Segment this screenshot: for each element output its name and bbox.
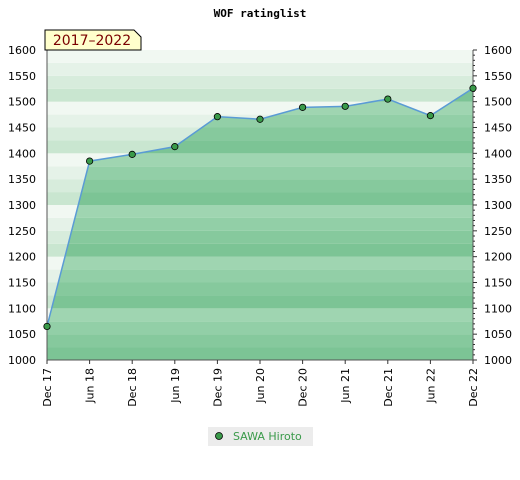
y-axis-left: 1000 1050 1100 1150 1200 1250 1300 1350 1400 1450… [8,44,473,367]
data-point[interactable] [426,112,434,120]
area-band [47,282,473,296]
data-point[interactable] [341,102,349,110]
y-tick-label-right: 1550 [484,70,512,83]
area-band [47,334,473,348]
area-band [47,217,473,231]
y-tick-label-right: 1100 [484,302,512,315]
x-axis: Dec 17 Jun 18 Dec 18 Jun 19 Dec 19 Jun 20 Dec … [41,360,480,407]
x-tick-label: Jun 20 [254,368,267,404]
data-point[interactable] [43,322,51,331]
data-point[interactable] [128,150,136,158]
period-badge-label: 2017–2022 [53,33,131,49]
y-tick-label-left: 1100 [8,302,36,315]
y-tick-label-right: 1250 [484,225,512,238]
legend-label: SAWA Hiroto [233,430,302,443]
x-tick-label: Dec 19 [211,368,224,407]
y-tick-label-right: 1300 [484,199,512,212]
area-band [47,166,473,180]
data-point[interactable] [469,84,477,92]
area-band [47,230,473,244]
x-tick-label: Jun 18 [84,368,97,404]
area-band [47,269,473,283]
series-markers [43,84,477,331]
area-band [47,256,473,270]
area-band [47,192,473,205]
area-band [47,295,473,309]
background-band [47,88,473,102]
background-band [47,62,473,76]
y-tick-label-right: 1350 [484,173,512,186]
y-tick-label-right: 1450 [484,122,512,135]
y-tick-label-right: 1200 [484,251,512,264]
x-tick-label: Dec 18 [126,368,139,407]
y-tick-label-left: 1550 [8,70,36,83]
data-point[interactable] [213,113,221,121]
data-point[interactable] [384,95,392,103]
area-band [47,153,473,167]
y-tick-label-left: 1300 [8,199,36,212]
x-tick-label: Dec 21 [382,368,395,407]
area-band [47,179,473,193]
area-band [47,347,473,360]
data-point[interactable] [171,143,179,151]
y-tick-label-right: 1500 [484,96,512,109]
y-tick-label-right: 1150 [484,277,512,290]
y-tick-label-right: 1400 [484,147,512,160]
x-tick-label: Dec 20 [297,368,310,407]
data-point[interactable] [298,103,307,111]
x-tick-label: Jun 22 [424,368,437,404]
y-tick-label-left: 1200 [8,251,36,264]
y-tick-label-left: 1500 [8,96,36,109]
y-tick-label-left: 1150 [8,277,36,290]
background-band [47,50,473,63]
y-tick-label-left: 1050 [8,328,36,341]
x-tick-label: Dec 22 [467,368,480,407]
y-tick-label-right: 1000 [484,354,512,367]
y-tick-label-left: 1000 [8,354,36,367]
y-axis-right: 1000 1050 1100 1150 1200 1250 1300 1350 1400 1450… [472,44,512,367]
background-band [47,75,473,89]
area-band [47,205,473,218]
y-tick-label-left: 1600 [8,44,36,57]
y-tick-label-left: 1250 [8,225,36,238]
y-tick-label-right: 1600 [484,44,512,57]
y-tick-label-left: 1400 [8,147,36,160]
legend[interactable]: SAWA Hiroto [208,427,313,446]
period-badge: 2017–2022 [44,29,142,51]
x-tick-label: Dec 17 [41,368,54,407]
y-tick-label-left: 1450 [8,122,36,135]
data-point[interactable] [86,157,94,165]
x-tick-label: Jun 19 [169,368,182,404]
area-band [47,243,473,257]
area-band [47,308,473,322]
y-tick-label-left: 1350 [8,173,36,186]
chart-title: WOF ratinglist [214,7,307,20]
data-point[interactable] [256,115,264,123]
y-tick-label-right: 1050 [484,328,512,341]
legend-marker [215,432,223,440]
area-band [47,321,473,335]
x-tick-label: Jun 21 [339,368,352,404]
